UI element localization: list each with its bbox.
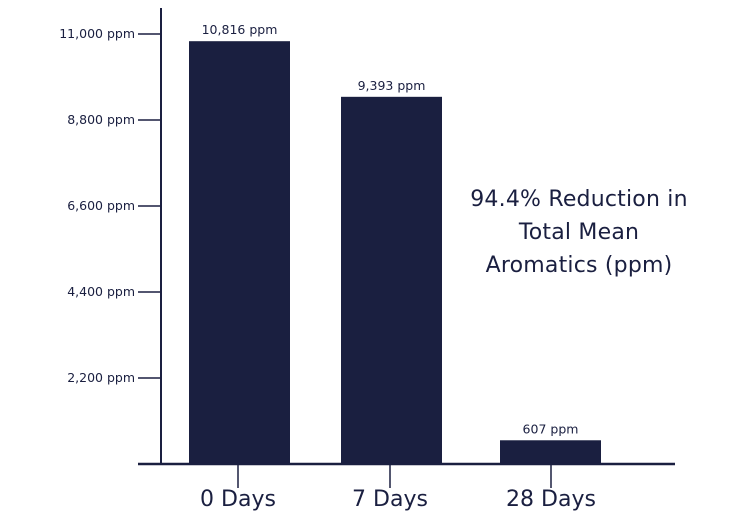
bars: 10,816 ppm 9,393 ppm 607 ppm — [189, 22, 601, 465]
bar-value-label: 10,816 ppm — [202, 22, 278, 37]
annotation-line-1: 94.4% Reduction in — [470, 187, 688, 212]
y-tick-label: 8,800 ppm — [67, 112, 135, 127]
reduction-annotation: 94.4% Reduction in Total Mean Aromatics … — [448, 183, 710, 282]
x-tick-label: 28 Days — [506, 487, 596, 512]
annotation-line-3: Aromatics (ppm) — [485, 253, 673, 278]
y-tick-label: 2,200 ppm — [67, 370, 135, 385]
bar-28-days — [500, 440, 601, 464]
y-tick-label: 11,000 ppm — [59, 26, 135, 41]
bar-value-label: 9,393 ppm — [358, 78, 426, 93]
bar-value-label: 607 ppm — [523, 421, 579, 436]
y-tick-label: 6,600 ppm — [67, 198, 135, 213]
x-tick-label: 0 Days — [200, 487, 276, 512]
bar-0-days — [189, 41, 290, 465]
y-axis: 2,200 ppm 4,400 ppm 6,600 ppm 8,800 ppm 11,0… — [59, 8, 162, 464]
x-axis: 0 Days 7 Days 28 Days — [138, 462, 675, 512]
bar-7-days — [341, 96, 442, 464]
y-tick-label: 4,400 ppm — [67, 284, 135, 299]
annotation-line-2: Total Mean — [518, 220, 640, 245]
x-tick-label: 7 Days — [352, 487, 428, 512]
